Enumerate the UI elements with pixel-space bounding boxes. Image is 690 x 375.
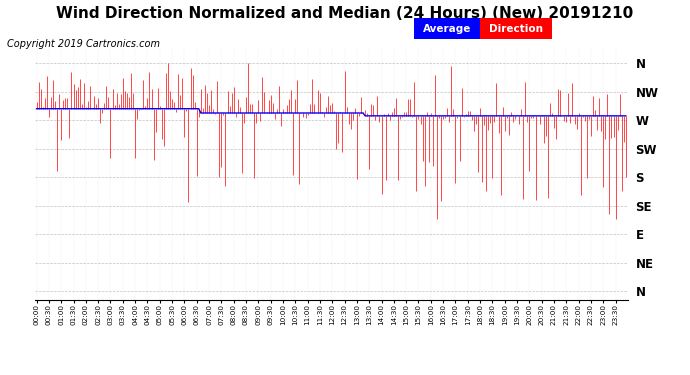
Text: Average: Average [422, 24, 471, 33]
Text: Copyright 2019 Cartronics.com: Copyright 2019 Cartronics.com [7, 39, 160, 50]
Text: Direction: Direction [489, 24, 543, 33]
Text: Wind Direction Normalized and Median (24 Hours) (New) 20191210: Wind Direction Normalized and Median (24… [57, 6, 633, 21]
